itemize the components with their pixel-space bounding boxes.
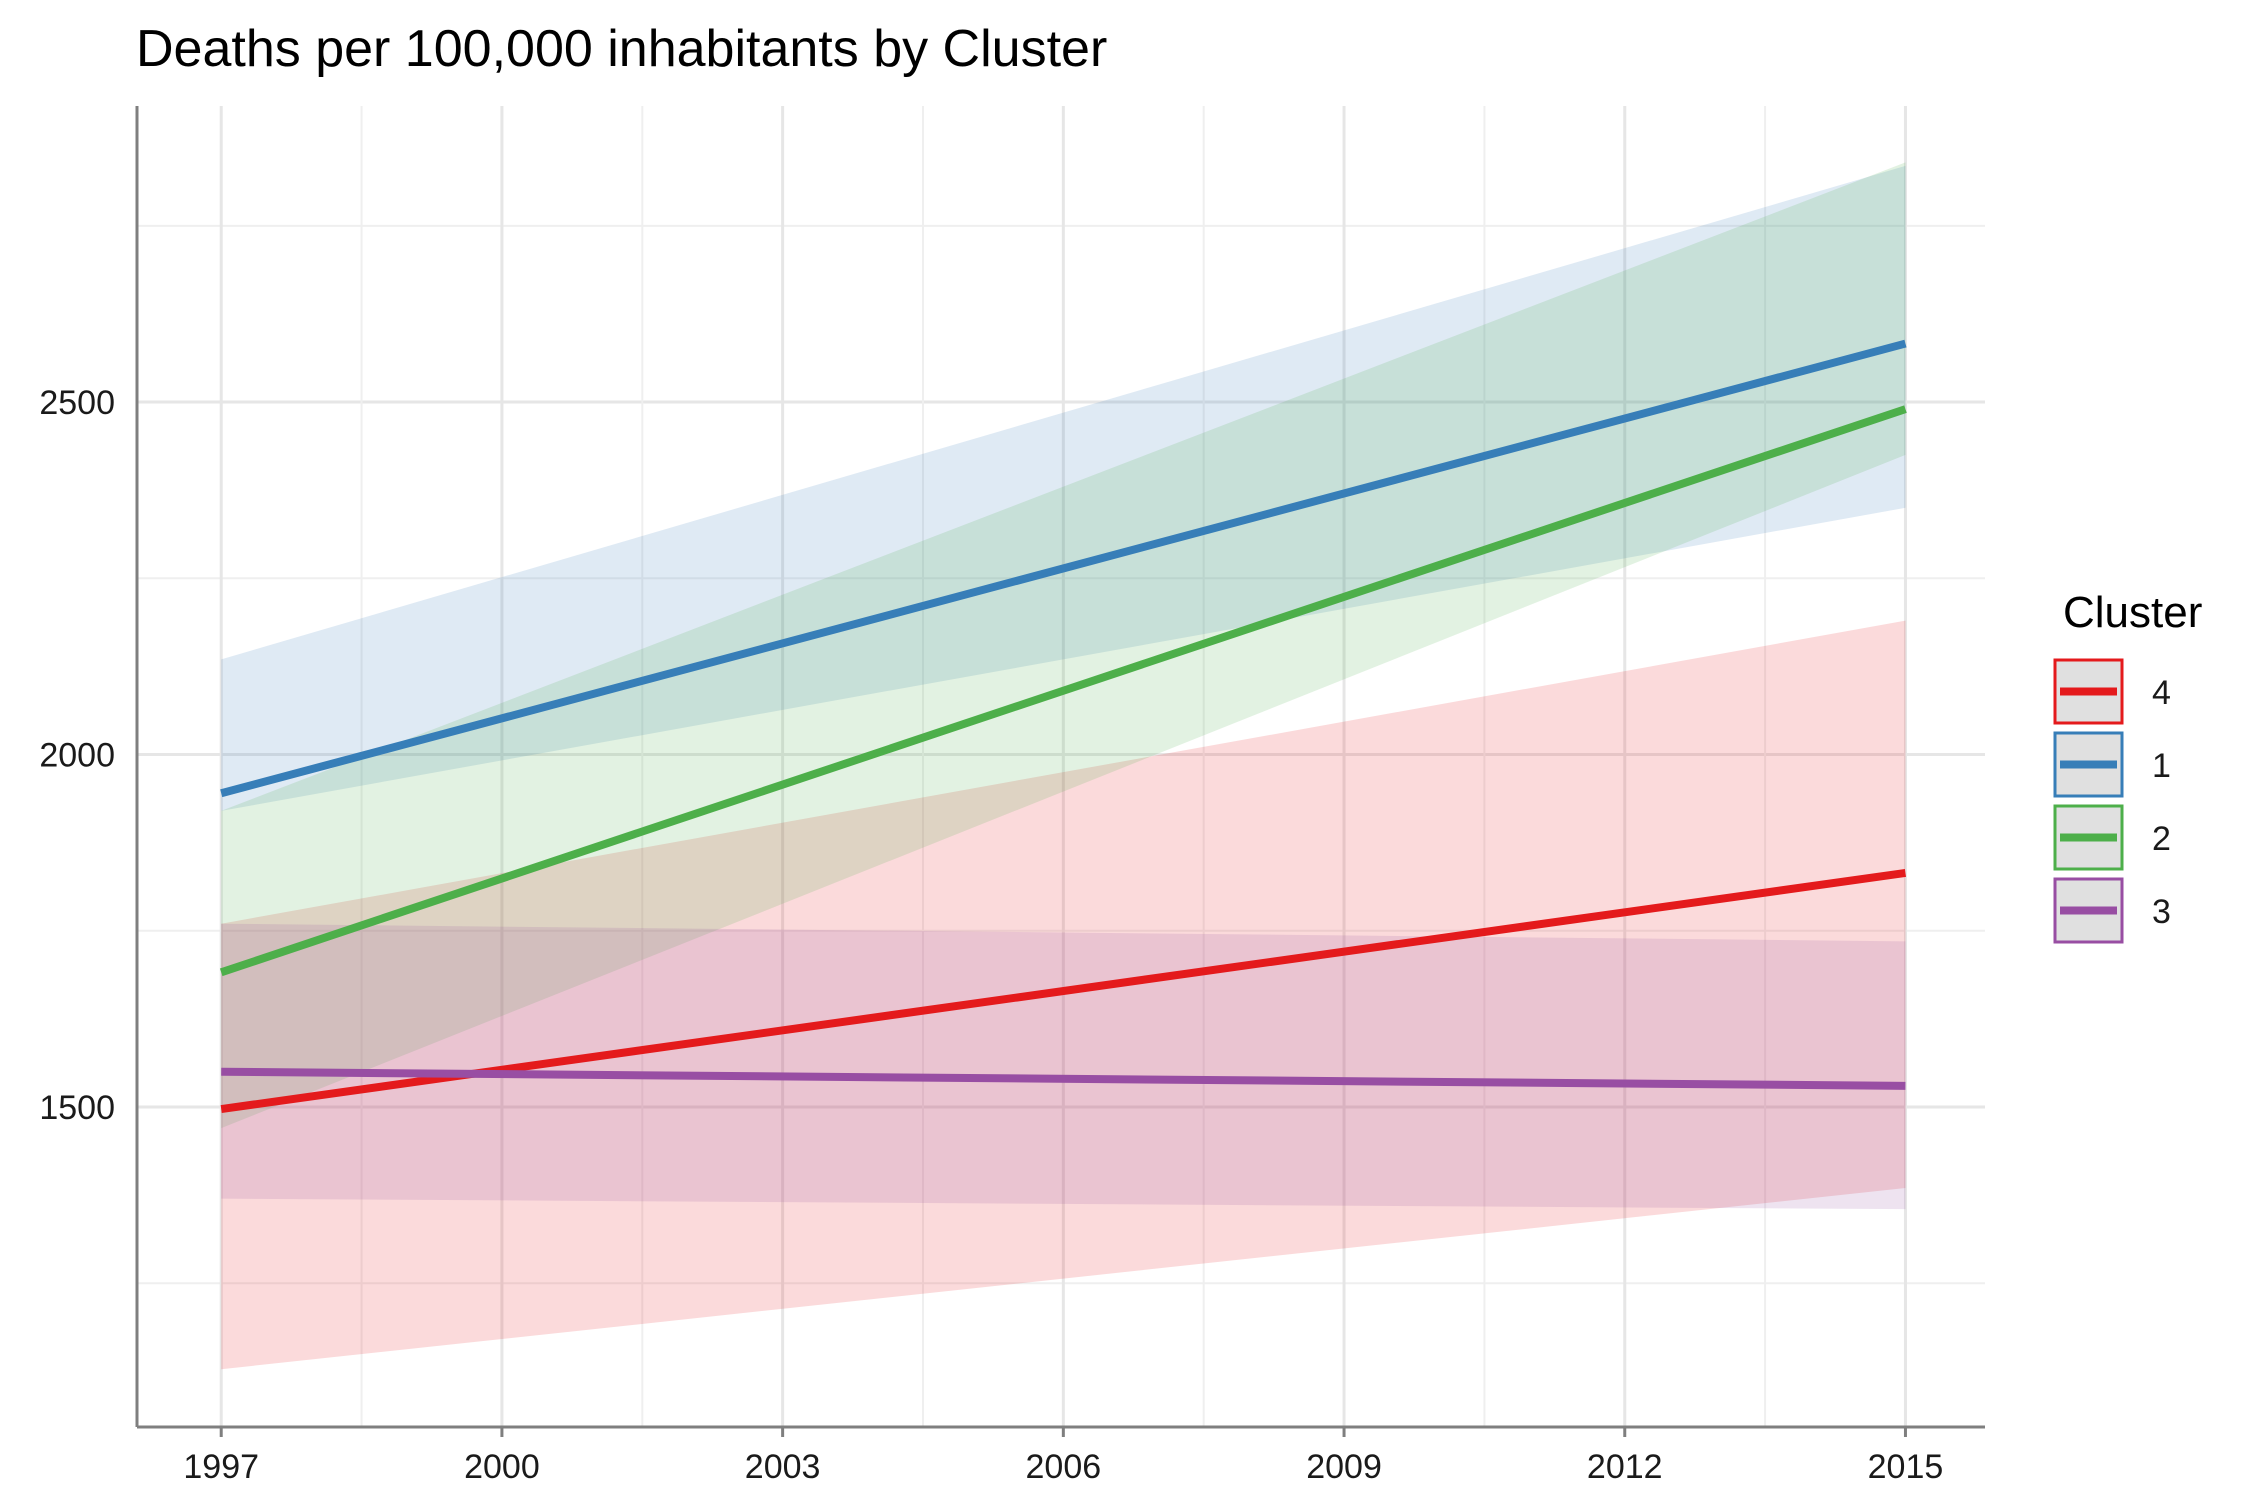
y-tick-labels: 1500 2000 2500 <box>39 384 115 1127</box>
y-tick-label: 2000 <box>39 737 115 775</box>
x-tick-label: 2003 <box>745 1448 821 1486</box>
legend-label: 1 <box>2152 747 2171 785</box>
x-tick-label: 2015 <box>1868 1448 1944 1486</box>
legend: Cluster 4 1 2 3 <box>2053 588 2202 944</box>
x-tick-labels: 1997 2000 2003 2006 2009 2012 2015 <box>183 1427 1943 1486</box>
x-tick-label: 2000 <box>464 1448 540 1486</box>
series-line-cluster-2 <box>219 405 1907 977</box>
x-tick-label: 2009 <box>1306 1448 1382 1486</box>
legend-title: Cluster <box>2063 588 2202 637</box>
x-tick-label: 2012 <box>1587 1448 1663 1486</box>
confidence-band-cluster-1 <box>221 165 1906 811</box>
legend-label: 4 <box>2152 674 2171 712</box>
legend-label: 3 <box>2152 893 2171 931</box>
axes <box>135 106 1985 1429</box>
y-tick-label: 1500 <box>39 1089 115 1127</box>
x-tick-label: 2006 <box>1026 1448 1102 1486</box>
confidence-band-cluster-2 <box>221 162 1906 1129</box>
legend-items: 4 1 2 3 <box>2053 658 2171 944</box>
series-lines <box>219 339 1907 1114</box>
chart-title: Deaths per 100,000 inhabitants by Cluste… <box>136 20 1107 78</box>
series-line-cluster-1 <box>220 339 1907 798</box>
grid <box>137 106 1985 1427</box>
legend-item-cluster-4: 4 <box>2053 658 2171 725</box>
series-line-cluster-3 <box>221 1067 1906 1090</box>
legend-label: 2 <box>2152 820 2171 858</box>
confidence-band-cluster-3 <box>221 923 1906 1210</box>
legend-item-cluster-3: 3 <box>2053 877 2171 944</box>
legend-item-cluster-2: 2 <box>2053 804 2171 871</box>
legend-item-cluster-1: 1 <box>2053 731 2171 798</box>
y-tick-label: 2500 <box>39 384 115 422</box>
series-line-cluster-4 <box>220 868 1907 1114</box>
x-tick-label: 1997 <box>183 1448 259 1486</box>
